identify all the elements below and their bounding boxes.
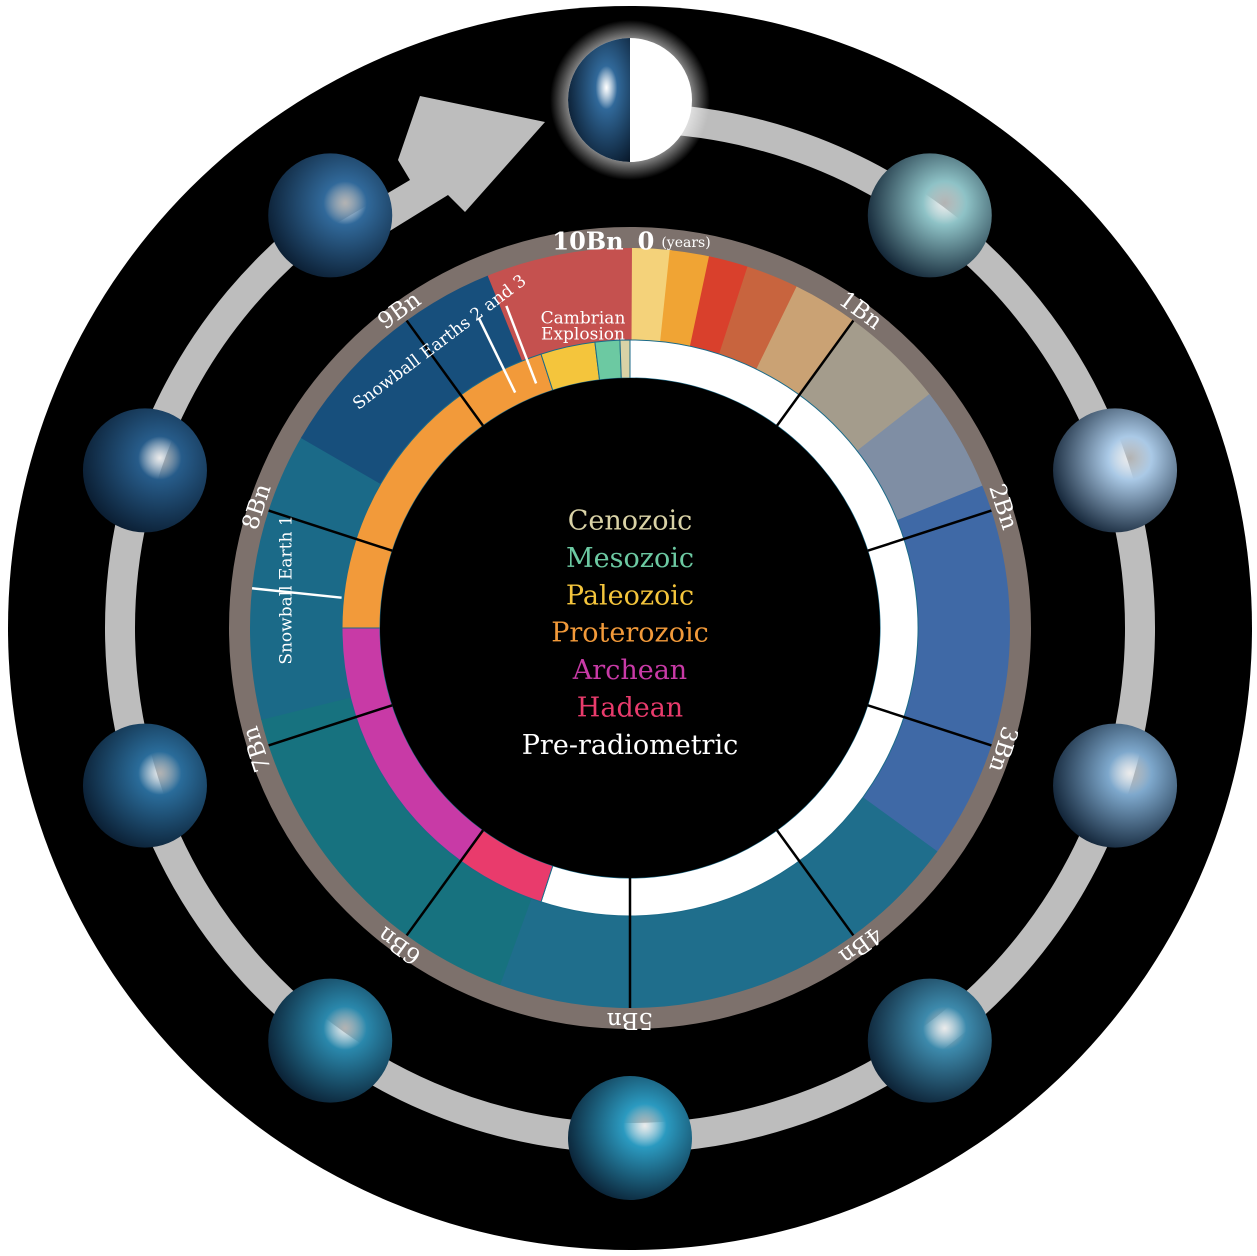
era-band bbox=[594, 339, 622, 381]
snowball-marker bbox=[251, 587, 342, 599]
planet bbox=[82, 408, 207, 533]
annotation: Cambrian bbox=[541, 309, 626, 329]
tick-line bbox=[867, 704, 992, 747]
time-band bbox=[630, 248, 672, 342]
tick-line bbox=[405, 319, 485, 427]
planet bbox=[1053, 408, 1178, 533]
rings bbox=[229, 227, 1031, 1029]
planet bbox=[268, 153, 393, 278]
tick-line bbox=[775, 829, 855, 937]
orbit-path bbox=[105, 103, 1155, 1153]
tick-line bbox=[405, 829, 485, 937]
legend-label: Archean bbox=[572, 655, 687, 686]
time-band bbox=[260, 696, 532, 986]
planets bbox=[82, 20, 1178, 1200]
tick-line bbox=[268, 509, 393, 552]
tick-line bbox=[867, 509, 992, 552]
legend-label: Cenozoic bbox=[568, 506, 693, 537]
time-band bbox=[487, 248, 632, 361]
planet bbox=[82, 723, 207, 848]
planet bbox=[867, 978, 992, 1103]
time-band bbox=[756, 286, 855, 396]
time-band bbox=[689, 256, 750, 355]
annotation: Explosion bbox=[541, 325, 625, 345]
legend-label: Mesozoic bbox=[566, 543, 694, 574]
era-band bbox=[619, 339, 631, 379]
planet-earth-half bbox=[568, 38, 630, 162]
unit-label: (years) bbox=[661, 235, 710, 251]
zero-label: 0 bbox=[638, 227, 655, 256]
tick-line bbox=[775, 319, 855, 427]
start-label: 10Bn bbox=[552, 227, 623, 256]
annotation: Snowball Earth 1 bbox=[277, 515, 297, 664]
snowball-marker bbox=[505, 305, 538, 384]
time-band bbox=[856, 394, 984, 522]
planet bbox=[867, 153, 992, 278]
snowball-marker bbox=[477, 317, 517, 394]
time-band bbox=[660, 250, 711, 347]
legend-label: Hadean bbox=[577, 693, 683, 724]
time-band bbox=[718, 266, 799, 370]
legend-label: Proterozoic bbox=[551, 618, 709, 649]
time-band bbox=[862, 485, 1010, 853]
planet bbox=[1053, 723, 1178, 848]
time-band bbox=[250, 436, 382, 720]
time-band bbox=[300, 274, 524, 484]
legend-label: Pre-radiometric bbox=[522, 730, 738, 761]
legend-label: Paleozoic bbox=[566, 580, 694, 611]
center bbox=[380, 378, 880, 878]
planet bbox=[268, 978, 393, 1103]
tick-label: 5Bn bbox=[607, 1007, 654, 1033]
planet bbox=[568, 1076, 692, 1200]
year-ring bbox=[229, 227, 1031, 1029]
tick-line bbox=[268, 704, 393, 747]
